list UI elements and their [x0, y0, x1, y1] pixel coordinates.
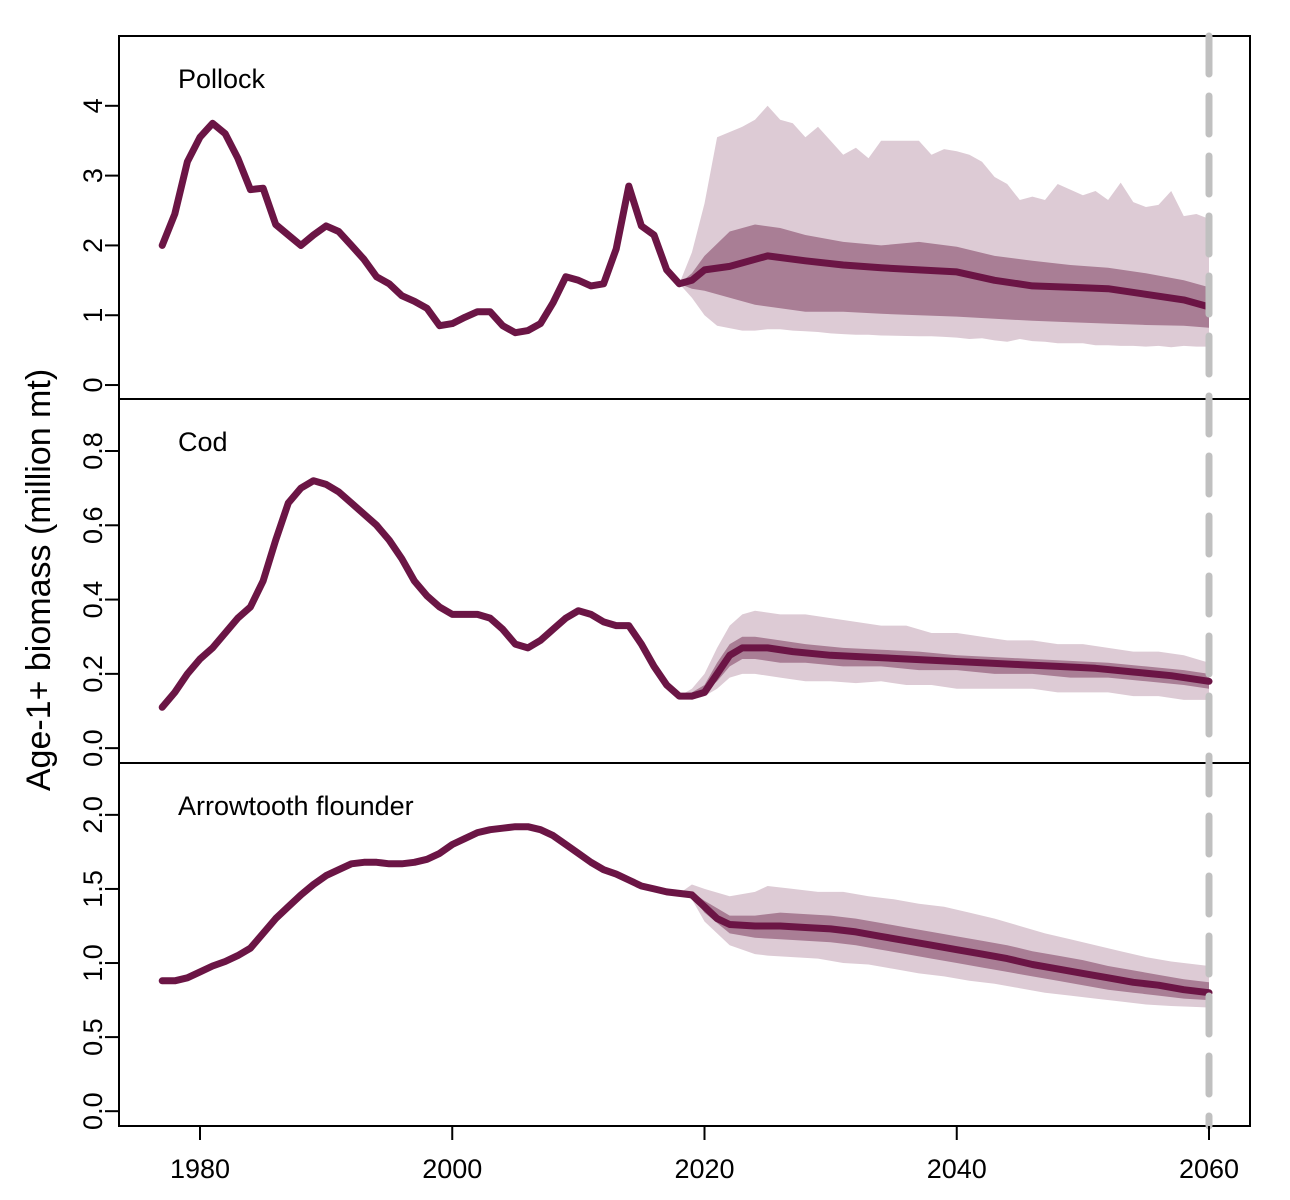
y-tick-label: 2.0 [78, 796, 108, 834]
y-tick-label: 0.6 [78, 507, 108, 545]
panel-cod: Cod 0.0 0.2 0.4 0.6 0.8 [78, 398, 1251, 767]
x-axis: 1980 2000 2020 2040 2060 [170, 1126, 1239, 1184]
panel-arrowtooth-flounder: Arrowtooth flounder 0.0 0.5 1.0 1.5 2.0 [78, 762, 1251, 1130]
median-biomass-line [158, 477, 1213, 711]
y-tick-label: 4 [78, 98, 108, 113]
y-tick-label: 1 [78, 308, 108, 323]
y-tick-label: 0.8 [78, 432, 108, 470]
panel-title: Arrowtooth flounder [178, 791, 414, 821]
median-biomass-line [158, 823, 1213, 997]
x-tick-label: 2040 [927, 1154, 987, 1184]
y-tick-label: 2 [78, 238, 108, 253]
panel-title: Pollock [178, 64, 266, 94]
x-tick-label: 2000 [422, 1154, 482, 1184]
y-tick-label: 3 [78, 168, 108, 183]
y-tick-label: 1.5 [78, 870, 108, 908]
panel-frame [118, 398, 1251, 764]
panel-title: Cod [178, 427, 228, 457]
panel-pollock: Pollock 0 1 2 3 4 [78, 35, 1251, 400]
y-tick-label: 0.5 [78, 1018, 108, 1056]
y-tick-label: 0 [78, 378, 108, 393]
x-tick-label: 2060 [1179, 1154, 1239, 1184]
y-axis-label: Age-1+ biomass (million mt) [20, 369, 58, 791]
x-tick-label: 2020 [674, 1154, 734, 1184]
inner-interval-band [679, 224, 1209, 328]
median-biomass-line [158, 119, 1213, 337]
panel-frame [118, 762, 1251, 1127]
y-tick-label: 1.0 [78, 944, 108, 982]
y-tick-label: 0.0 [78, 1092, 108, 1130]
axes-layer: 1980 2000 2020 2040 2060 [170, 32, 1239, 1184]
y-tick-label: 0.4 [78, 581, 108, 619]
y-tick-label: 0.2 [78, 655, 108, 693]
y-tick-label: 0.0 [78, 729, 108, 767]
x-tick-label: 1980 [170, 1154, 230, 1184]
panels-layer: Pollock 0 1 2 3 4 Cod 0.0 0.2 0.4 0.6 0.8 Arrowtooth… [78, 35, 1251, 1130]
